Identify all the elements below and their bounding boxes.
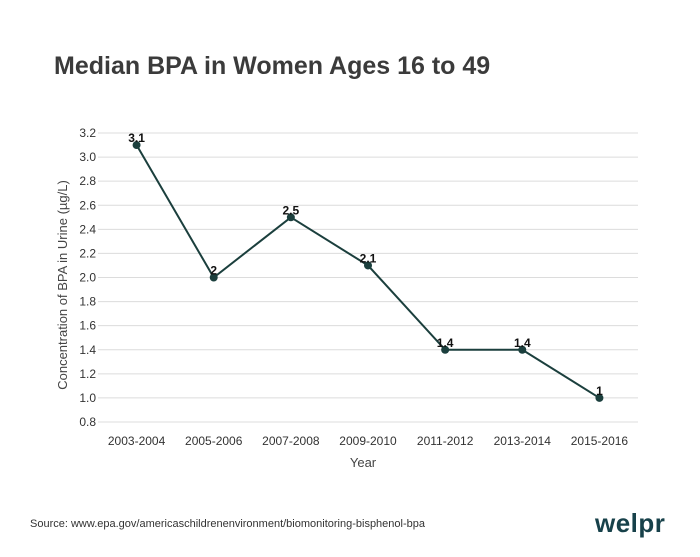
x-tick-label: 2007-2008 [262,434,320,448]
series-line-path [135,144,600,399]
y-tick-label: 2.6 [79,198,96,212]
x-axis-label: Year [350,455,377,470]
x-tick-label: 2013-2014 [494,434,552,448]
y-tick-label: 2.8 [79,174,96,188]
data-point [441,345,450,354]
data-label: 2.1 [360,251,377,265]
gridlines [98,132,638,423]
data-label: 1 [596,384,603,398]
source-note: Source: www.epa.gov/americaschildrenenvi… [30,518,425,530]
y-tick-label: 1.6 [79,319,96,333]
x-tick-label: 2005-2006 [185,434,243,448]
x-axis-ticks: 2003-2004 2005-2006 2007-2008 2009-2010 2011… [108,434,629,448]
y-tick-label: 3.2 [79,126,96,140]
data-point [518,345,527,354]
data-point [364,261,372,270]
x-tick-label: 2011-2012 [417,434,474,448]
series-line [135,144,600,399]
data-point [209,273,218,282]
x-tick-label: 2003-2004 [108,434,166,448]
data-labels: 3.1 2 2.5 2.1 1.4 1.4 1 [128,131,603,398]
data-label: 1.4 [514,336,531,350]
welpr-logo: welpr [595,508,666,538]
data-label: 1.4 [437,336,454,350]
y-tick-label: 2.0 [79,271,96,285]
y-tick-label: 1.8 [79,295,96,309]
y-tick-label: 1.2 [79,367,96,381]
y-tick-label: 2.2 [79,246,96,260]
y-tick-label: 3.0 [79,150,96,164]
data-point [132,141,141,150]
data-point [286,213,295,222]
y-tick-label: 2.4 [79,222,96,236]
y-tick-label: 1.0 [79,391,96,405]
y-tick-label: 0.8 [79,415,96,429]
y-tick-label: 1.4 [79,343,96,357]
y-axis-label: Concentration of BPA in Urine (µg/L) [55,180,70,390]
x-tick-label: 2009-2010 [339,434,397,448]
chart-title: Median BPA in Women Ages 16 to 49 [54,52,491,80]
data-points [132,141,604,402]
data-point [595,393,604,402]
y-axis-ticks: 3.2 3.0 2.8 2.6 2.4 2.2 2.0 1.8 1.6 1.4 1.2 1.0 0.8 [79,126,96,429]
data-label: 3.1 [128,131,145,145]
data-label: 2 [210,264,217,278]
data-label: 2.5 [283,203,300,217]
x-tick-label: 2015-2016 [571,434,629,448]
